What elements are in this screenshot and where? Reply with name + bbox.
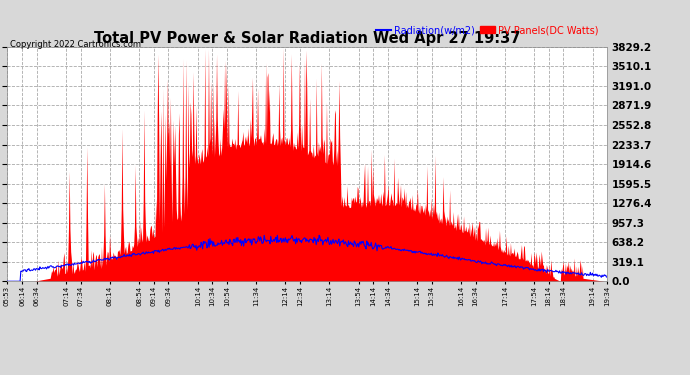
Text: Copyright 2022 Cartronics.com: Copyright 2022 Cartronics.com	[10, 40, 141, 49]
Title: Total PV Power & Solar Radiation Wed Apr 27 19:37: Total PV Power & Solar Radiation Wed Apr…	[94, 31, 520, 46]
Legend: Radiation(w/m2), PV Panels(DC Watts): Radiation(w/m2), PV Panels(DC Watts)	[373, 21, 602, 39]
